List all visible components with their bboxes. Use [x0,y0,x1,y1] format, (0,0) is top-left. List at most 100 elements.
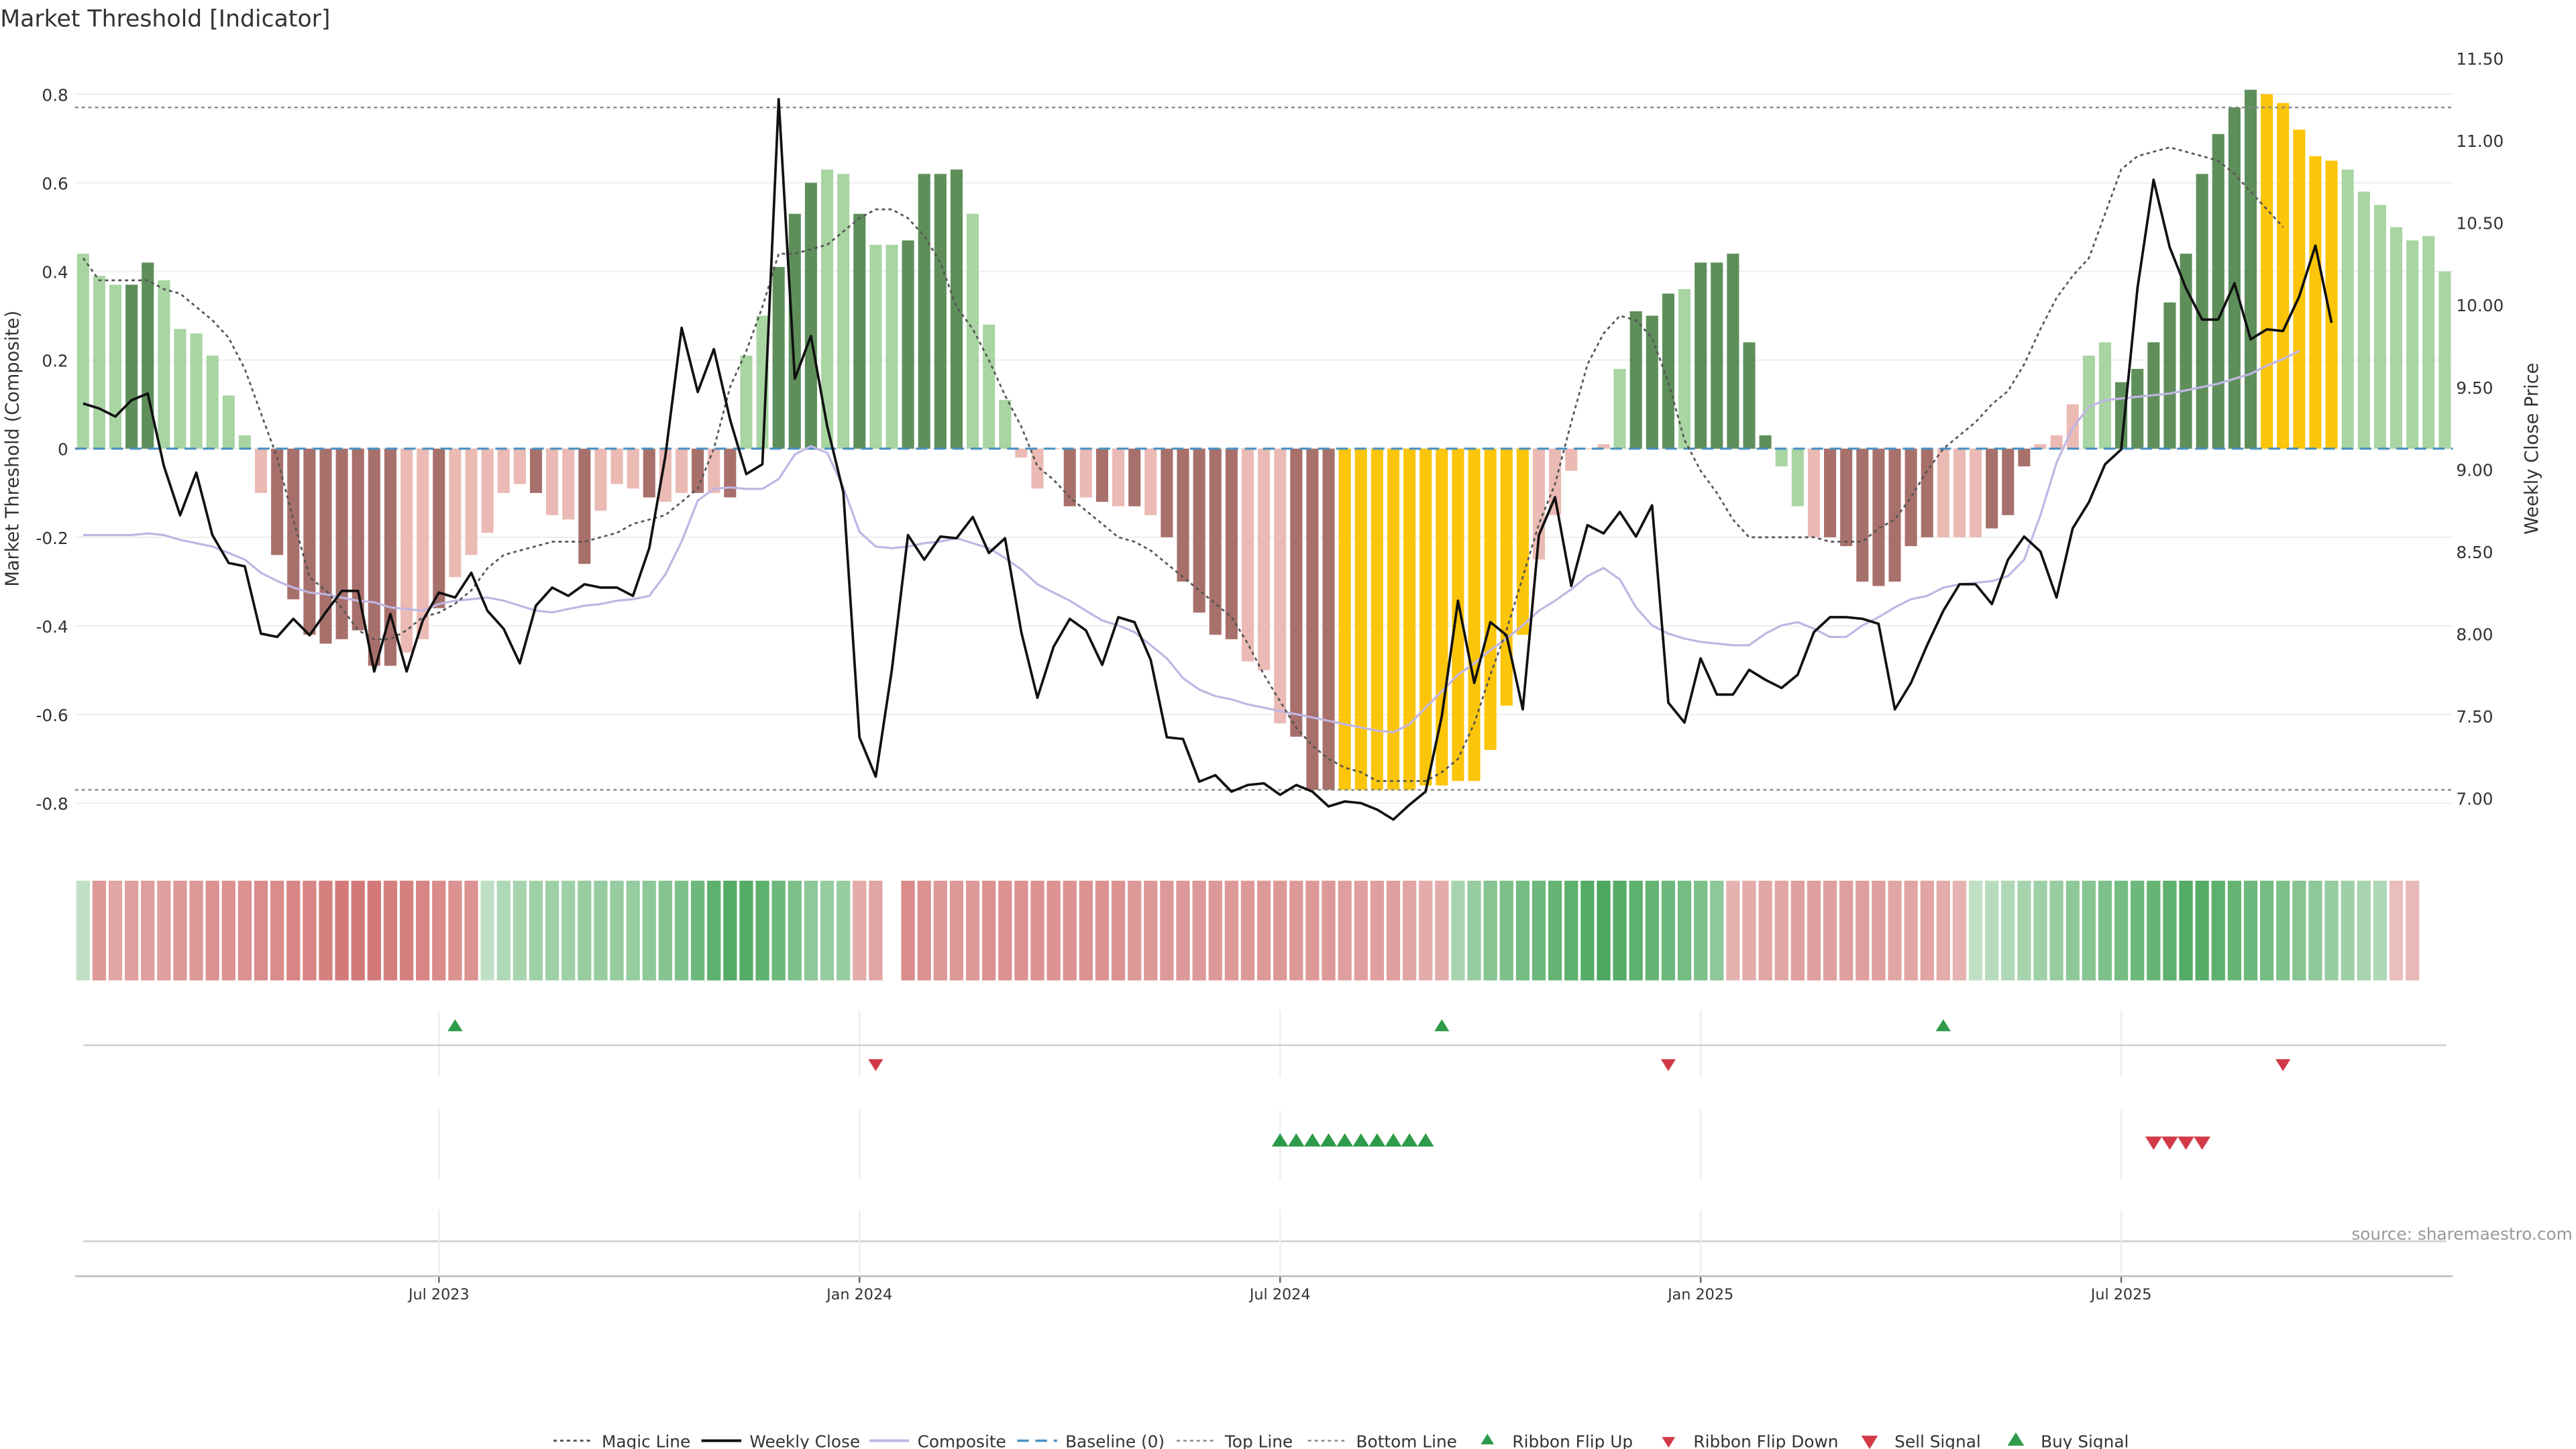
ribbon-cell [480,880,494,981]
ribbon-cell [383,880,398,981]
composite-bar [837,174,850,449]
composite-bar [1095,448,1108,502]
composite-bar [400,448,413,653]
ribbon-cell [1030,880,1044,981]
y-tick-label-right: 8.50 [2456,543,2493,562]
ribbon-cell [1936,880,1950,981]
ribbon-cell [1790,880,1805,981]
ribbon-cell [513,880,527,981]
ribbon-cell [1176,880,1190,981]
ribbon-cell [1095,880,1110,981]
ribbon-cell [1451,880,1465,981]
composite-bar [2180,254,2192,449]
composite-bar [853,213,866,449]
y-tick-label-right: 9.50 [2456,378,2493,398]
ribbon-cell [1386,880,1401,981]
sell-signal-marker [2161,1136,2178,1150]
ribbon-cell [2179,880,2193,981]
buy-signal-marker [1320,1133,1337,1147]
ribbon-cell [2243,880,2258,981]
composite-bar [1177,448,1189,582]
ribbon-cell [1111,880,1126,981]
ribbon-cell [674,880,689,981]
composite-bar [1921,448,1933,537]
composite-bar [1807,448,1820,537]
composite-bar [335,448,348,639]
legend-label: Sell Signal [1894,1432,1981,1449]
ribbon-cell [2227,880,2242,981]
ribbon-flip-up-marker [447,1019,463,1032]
composite-bar [1209,448,1222,635]
composite-bar [222,395,235,449]
composite-bar [1128,448,1141,506]
composite-bar [2082,356,2095,449]
ribbon-cell [286,880,301,981]
ribbon-cell [723,880,737,981]
composite-bar [999,400,1012,449]
ribbon-cell [949,880,964,981]
composite-bar [1387,448,1400,790]
ribbon-cell [965,880,980,981]
ribbon-cell [2017,880,2031,981]
ribbon-cell [529,880,543,981]
legend-swatch-ribbon-flip-up [1481,1434,1495,1445]
ribbon-cell [1807,880,1821,981]
ribbon-cell [2114,880,2129,981]
composite-bar [2002,448,2015,515]
composite-bar [643,448,655,498]
ribbon-cell [1920,880,1934,981]
ribbon-cell [416,880,430,981]
ribbon-cell [464,880,478,981]
ribbon-cell [76,880,90,981]
legend: Magic Line Weekly Close Composite Baseline … [553,1432,2129,1449]
ribbon-cell [1305,880,1320,981]
weekly-close-line [83,98,2333,821]
composite-bar [724,448,737,498]
composite-bar [627,448,639,489]
ribbon-cell [2292,880,2306,981]
ribbon-cell [2406,880,2420,981]
ribbon-cell [1435,880,1449,981]
composite-bar [1791,448,1804,506]
ribbon-cell [2131,880,2145,981]
buy-signal-marker [1417,1133,1434,1147]
ribbon-cell [1548,880,1562,981]
ribbon-cell [399,880,414,981]
buy-signal-marker [1271,1133,1289,1147]
composite-bar [1452,448,1464,782]
ribbon-cell [933,880,947,981]
composite-bar [513,448,526,484]
composite-bar [1079,448,1092,498]
reference-lines [74,106,2453,791]
composite-bars [76,89,2451,790]
ribbon-cell [1904,880,1918,981]
composite-bar [1711,262,1723,449]
composite-bar [1565,448,1578,471]
legend-label: Top Line [1224,1432,1293,1449]
composite-bar [1193,448,1205,613]
composite-bar [2228,107,2241,449]
ribbon-cell [1872,880,1886,981]
ribbon-cell [739,880,753,981]
buy-signal-marker [1304,1133,1321,1147]
y-tick-label-left: 0.8 [42,85,68,105]
x-tick-label: Jan 2025 [1666,1286,1733,1303]
composite-bar [2244,89,2257,449]
composite-bar [2098,342,2112,449]
composite-bar [708,448,720,493]
composite-bar [255,448,268,493]
composite-bar [1112,448,1125,506]
ribbon-cell [1564,880,1578,981]
ribbon-cell [2163,880,2177,981]
ribbon-cell [1968,880,1983,981]
composite-bar [433,448,445,608]
buy-signal-marker [1352,1133,1370,1147]
ribbon-cell [610,880,624,981]
ribbon-cell [1256,880,1271,981]
composite-bar [1549,448,1562,515]
ribbon-cell [690,880,705,981]
ribbon-cell [1532,880,1546,981]
buy-signal-marker [1336,1133,1354,1147]
x-tick-label: Jul 2025 [2090,1286,2152,1303]
ribbon-cell [788,880,802,981]
